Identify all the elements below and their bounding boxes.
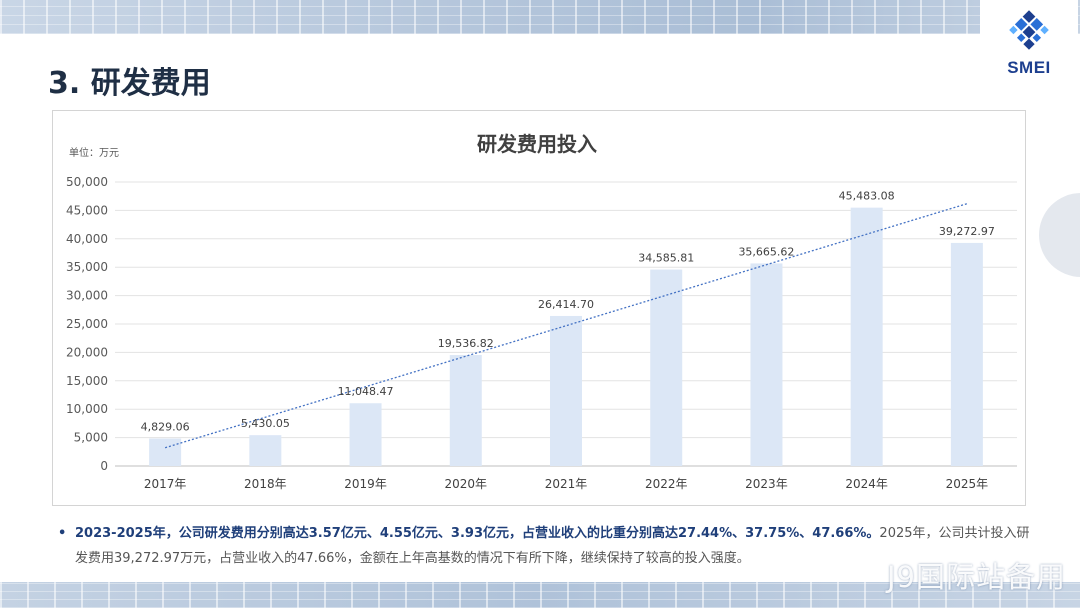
watermark: J9国际站备用 [886, 560, 1066, 594]
y-tick-label: 0 [100, 459, 108, 473]
y-tick-label: 10,000 [66, 402, 108, 416]
summary-normal: 2025年，公司共计投入研发费用39,272.97万元，占营业收入的47.66%… [75, 526, 1030, 566]
bar-chart: 0 5,000 10,000 15,000 20,000 25,000 30,000 35,0… [66, 132, 1017, 491]
bar [349, 403, 382, 466]
data-label: 34,585.81 [638, 252, 694, 265]
page-title: 3. 研发费用 [48, 66, 211, 101]
chart-title: 研发费用投入 [477, 132, 597, 156]
y-tick-label: 20,000 [66, 345, 108, 359]
logo-mark-icon [1009, 10, 1049, 50]
data-label: 19,536.82 [438, 337, 494, 350]
summary-bullet: • 2023-2025年，公司研发费用分别高达3.57亿元、4.55亿元、3.9… [58, 521, 1038, 571]
top-circuit-banner [0, 0, 1080, 34]
x-tick-label: 2025年 [946, 477, 989, 491]
bar [950, 242, 983, 466]
bar [149, 438, 182, 466]
data-label: 39,272.97 [939, 225, 995, 238]
summary-text: 2023-2025年，公司研发费用分别高达3.57亿元、4.55亿元、3.93亿… [75, 521, 1038, 571]
bar [249, 435, 282, 466]
bar [449, 355, 482, 466]
y-tick-label: 25,000 [66, 317, 108, 331]
data-label: 45,483.08 [839, 190, 895, 203]
bottom-circuit-banner [0, 582, 1080, 608]
x-tick-label: 2021年 [545, 477, 588, 491]
unit-label: 单位：万元 [69, 146, 119, 159]
y-tick-label: 45,000 [66, 203, 108, 217]
data-label: 4,829.06 [141, 421, 190, 434]
bar [850, 207, 883, 466]
data-label: 35,665.62 [738, 245, 794, 258]
x-tick-label: 2020年 [445, 477, 488, 491]
bar [650, 269, 683, 466]
data-label: 26,414.70 [538, 298, 594, 311]
x-tick-label: 2023年 [745, 477, 788, 491]
bar [550, 315, 582, 466]
y-tick-label: 50,000 [66, 175, 108, 189]
y-tick-label: 40,000 [66, 232, 108, 246]
y-tick-label: 35,000 [66, 260, 108, 274]
data-label: 5,430.05 [241, 417, 290, 430]
logo-text: SMEI [1007, 58, 1051, 77]
logo: SMEI [980, 0, 1078, 82]
bar [750, 263, 783, 466]
x-tick-label: 2019年 [344, 477, 387, 491]
data-label: 11,048.47 [338, 385, 394, 398]
y-tick-label: 5,000 [74, 431, 108, 445]
chart-panel: 0 5,000 10,000 15,000 20,000 25,000 30,000 35,0… [52, 110, 1026, 506]
bullet-dot-icon: • [58, 526, 67, 541]
x-tick-label: 2018年 [244, 477, 287, 491]
x-tick-label: 2022年 [645, 477, 688, 491]
decorative-circle [1039, 193, 1080, 277]
y-tick-label: 30,000 [66, 289, 108, 303]
summary-bold: 2023-2025年，公司研发费用分别高达3.57亿元、4.55亿元、3.93亿… [75, 526, 880, 541]
x-tick-label: 2024年 [845, 477, 888, 491]
x-tick-label: 2017年 [144, 477, 187, 491]
y-tick-label: 15,000 [66, 374, 108, 388]
